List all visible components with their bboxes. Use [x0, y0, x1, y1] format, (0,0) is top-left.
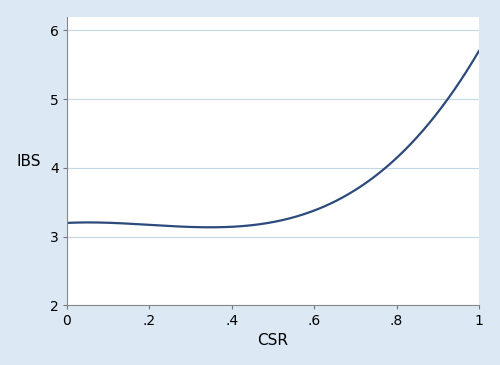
X-axis label: CSR: CSR: [258, 333, 288, 348]
Y-axis label: IBS: IBS: [16, 154, 41, 169]
